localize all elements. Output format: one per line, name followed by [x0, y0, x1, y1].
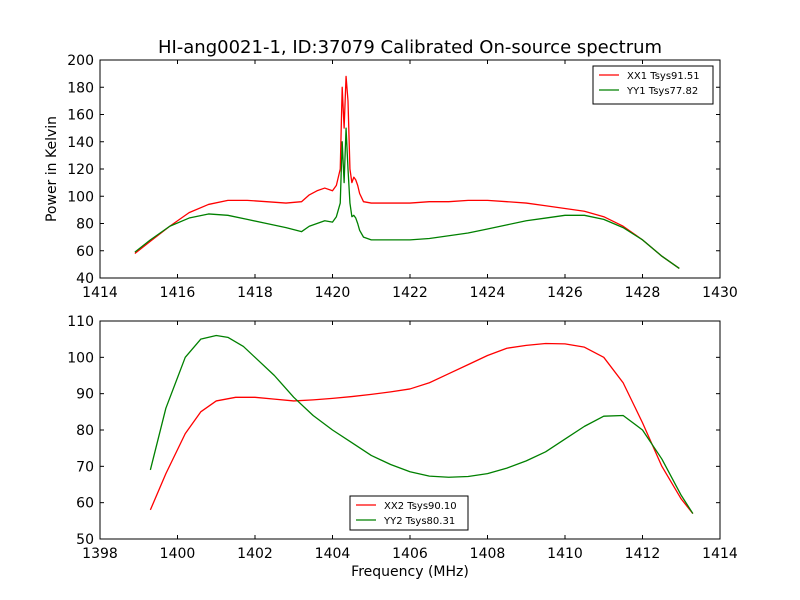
y-tick-label: 70 — [76, 459, 94, 475]
x-tick-label: 1430 — [702, 285, 738, 301]
legend-label: XX1 Tsys91.51 — [627, 71, 700, 82]
y-tick-label: 80 — [76, 423, 94, 439]
x-tick-label: 1404 — [315, 546, 351, 562]
y-tick-label: 40 — [76, 271, 94, 287]
y-tick-label: 180 — [67, 80, 94, 96]
plot-panel-1: 1414 1416 1418 1420 1422 1424 1426 1428 1430 40 60… — [44, 53, 738, 301]
plots-group: 1414 1416 1418 1420 1422 1424 1426 1428 1430 40 60… — [44, 53, 738, 580]
y-tick-label: 50 — [76, 532, 94, 548]
plot-panel-2: 1398 1400 1402 1404 1406 1408 1410 1412 1414 50 60… — [67, 314, 738, 580]
y-tick-label: 60 — [76, 496, 94, 512]
x-tick-label: 1400 — [160, 546, 196, 562]
y-tick-label: 140 — [67, 135, 94, 151]
x-tick-label: 1428 — [625, 285, 661, 301]
legend-box — [592, 65, 714, 105]
x-tick-label: 1406 — [392, 546, 428, 562]
x-tick-label: 1416 — [160, 285, 196, 301]
series-line-2-2 — [149, 334, 694, 514]
figure-title: HI-ang0021-1, ID:37079 Calibrated On-sou… — [158, 37, 662, 58]
x-tick-label: 1420 — [315, 285, 351, 301]
x-tick-label: 1408 — [470, 546, 506, 562]
y-tick-label: 110 — [67, 314, 94, 330]
y-tick-label: 120 — [67, 162, 94, 178]
legend-label: XX2 Tsys90.10 — [384, 501, 457, 512]
legend: XX1 Tsys91.51 YY1 Tsys77.82 — [592, 65, 714, 105]
legend-label: YY1 Tsys77.82 — [626, 86, 698, 97]
legend-label: YY2 Tsys80.31 — [383, 516, 455, 527]
x-tick-label: 1426 — [547, 285, 583, 301]
legend: XX2 Tsys90.10 YY2 Tsys80.31 — [349, 495, 469, 531]
series-line-1-2 — [134, 127, 680, 269]
y-tick-label: 100 — [67, 350, 94, 366]
series-line-2-1 — [149, 342, 694, 514]
x-tick-label: 1412 — [625, 546, 661, 562]
y-tick-label: 160 — [67, 108, 94, 124]
y-tick-label: 200 — [67, 53, 94, 69]
series-line-1-1 — [134, 75, 680, 269]
x-tick-label: 1422 — [392, 285, 428, 301]
x-tick-label: 1414 — [702, 546, 738, 562]
y-axis-label: Power in Kelvin — [44, 116, 60, 222]
x-tick-label: 1402 — [237, 546, 273, 562]
x-tick-label: 1398 — [82, 546, 118, 562]
y-tick-label: 80 — [76, 217, 94, 233]
legend-box — [349, 495, 469, 531]
x-tick-label: 1414 — [82, 285, 118, 301]
x-tick-label: 1418 — [237, 285, 273, 301]
x-tick-label: 1410 — [547, 546, 583, 562]
y-tick-label: 90 — [76, 387, 94, 403]
x-axis-label: Frequency (MHz) — [351, 564, 469, 580]
x-tick-label: 1424 — [470, 285, 506, 301]
y-tick-label: 100 — [67, 189, 94, 205]
y-tick-label: 60 — [76, 244, 94, 260]
